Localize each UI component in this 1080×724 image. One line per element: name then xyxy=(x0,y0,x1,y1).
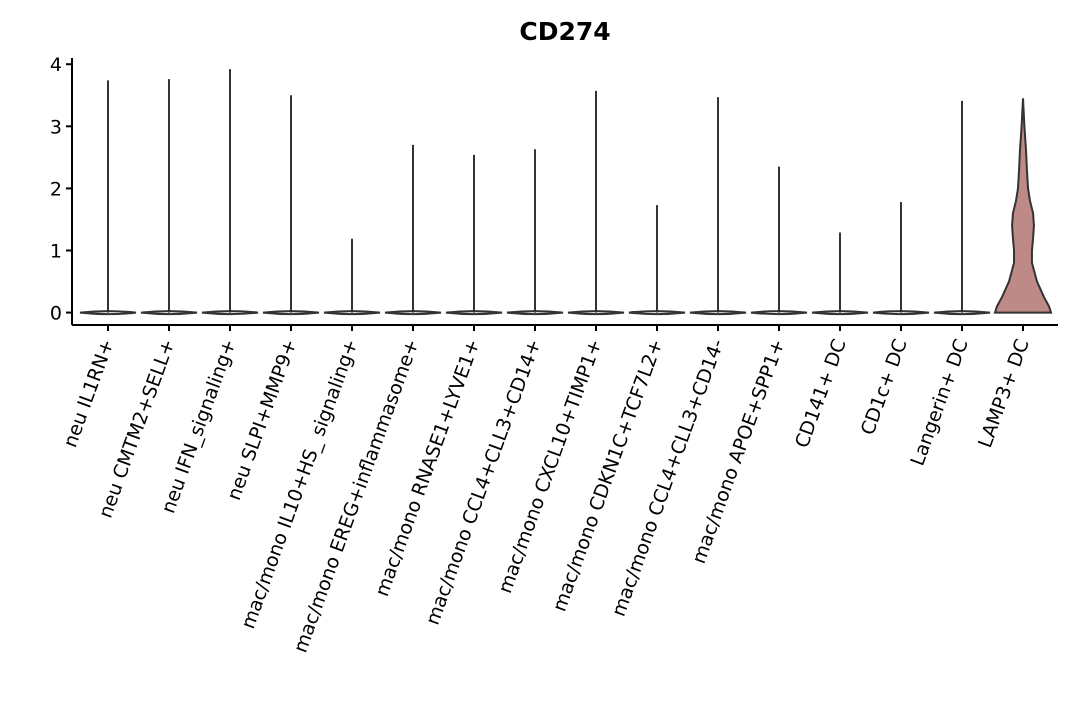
y-tick-label: 4 xyxy=(50,54,62,76)
x-tick-label: mac/mono CDKN1C+TCF7L2+ xyxy=(549,336,668,614)
violin xyxy=(993,98,1053,314)
y-tick-label: 0 xyxy=(50,303,62,325)
chart-title: CD274 xyxy=(519,17,610,46)
y-tick-label: 2 xyxy=(50,178,62,200)
x-tick-label: CD141+ DC xyxy=(791,336,851,451)
y-tick-label: 3 xyxy=(50,116,62,138)
x-tick-label: neu IL1RN+ xyxy=(59,336,118,450)
x-tick-label: mac/mono IL10+HS_ signaling+ xyxy=(237,336,363,632)
x-tick-label: Langerin+ DC xyxy=(907,336,973,469)
x-tick-label: mac/mono CCL4+CLL3+CD14- xyxy=(608,336,729,619)
y-tick-label: 1 xyxy=(50,240,62,262)
x-tick-label: mac/mono CCL4+CLL3+CD14+ xyxy=(422,336,546,628)
x-tick-label: LAMP3+ DC xyxy=(974,336,1034,450)
x-tick-label: mac/mono EREG+inflammasome+ xyxy=(289,336,423,655)
x-tick-label: CD1c+ DC xyxy=(857,336,912,438)
